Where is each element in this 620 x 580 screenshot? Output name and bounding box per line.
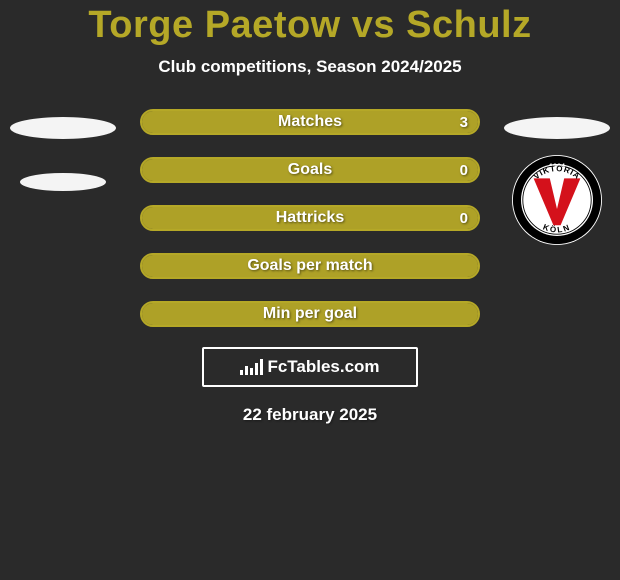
left-club-logo-placeholder: [20, 173, 106, 191]
stat-value-right: 0: [460, 207, 468, 229]
stat-bar-matches: Matches 3: [140, 109, 480, 135]
right-player-photo-placeholder: [504, 117, 610, 139]
snapshot-date: 22 february 2025: [243, 405, 377, 425]
stat-value-right: 0: [460, 159, 468, 181]
stat-value-right: 3: [460, 111, 468, 133]
stat-label: Hattricks: [142, 207, 478, 229]
stat-bar-goals: Goals 0: [140, 157, 480, 183]
stat-bar-gpm: Goals per match: [140, 253, 480, 279]
stat-label: Min per goal: [142, 303, 478, 325]
viktoria-koln-badge-icon: 1904 VIKTORIA KÖLN: [512, 155, 602, 245]
right-player-col: 1904 VIKTORIA KÖLN: [502, 109, 612, 245]
bars-chart-icon: [240, 359, 263, 375]
left-player-col: [8, 109, 118, 191]
stat-bars: Matches 3 Goals 0 Hattricks 0: [140, 109, 480, 327]
stat-bar-hattricks: Hattricks 0: [140, 205, 480, 231]
stat-label: Goals: [142, 159, 478, 181]
stat-bar-mpg: Min per goal: [140, 301, 480, 327]
brand-badge: FcTables.com: [202, 347, 418, 387]
comparison-subtitle: Club competitions, Season 2024/2025: [158, 57, 461, 77]
comparison-title: Torge Paetow vs Schulz: [88, 4, 531, 47]
comparison-row: Matches 3 Goals 0 Hattricks 0: [0, 109, 620, 327]
brand-text: FcTables.com: [267, 357, 379, 377]
right-club-logo: 1904 VIKTORIA KÖLN: [512, 155, 602, 245]
left-player-photo-placeholder: [10, 117, 116, 139]
stat-label: Goals per match: [142, 255, 478, 277]
stat-label: Matches: [142, 111, 478, 133]
